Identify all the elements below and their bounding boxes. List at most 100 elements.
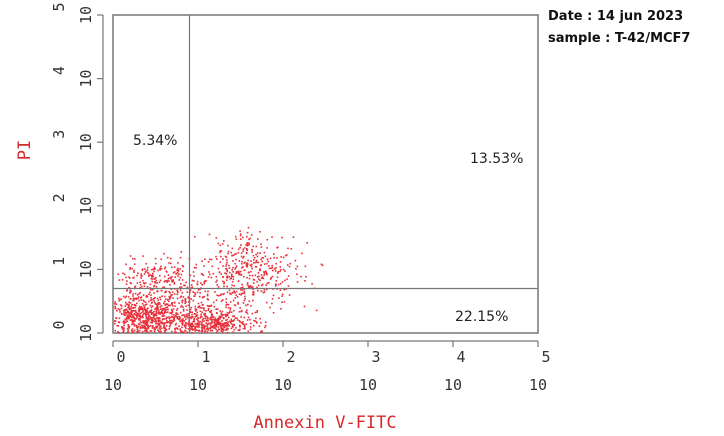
event-point <box>117 325 119 327</box>
event-point <box>210 318 213 320</box>
event-point <box>196 314 199 317</box>
event-point <box>226 275 229 277</box>
event-point <box>275 267 277 269</box>
event-point <box>256 255 259 258</box>
event-point <box>145 314 147 316</box>
event-point <box>123 329 125 331</box>
event-point <box>133 320 136 322</box>
event-point <box>226 328 229 330</box>
event-point <box>243 292 246 295</box>
event-point <box>274 285 277 287</box>
event-point <box>163 326 165 328</box>
event-point <box>125 303 128 306</box>
event-point <box>180 295 183 298</box>
event-point <box>118 331 120 334</box>
event-point <box>257 272 260 274</box>
event-point <box>151 288 154 291</box>
event-point <box>136 314 139 316</box>
event-point <box>300 275 302 278</box>
event-point <box>255 253 257 256</box>
event-point <box>150 306 153 309</box>
event-point <box>138 330 141 332</box>
event-point <box>156 309 158 311</box>
event-point <box>235 272 237 275</box>
event-point <box>168 300 170 302</box>
event-point <box>175 322 177 325</box>
event-point <box>170 322 173 324</box>
event-point <box>254 261 257 264</box>
event-point <box>189 328 192 330</box>
event-point <box>116 309 118 312</box>
event-point <box>265 271 268 274</box>
event-point <box>147 324 149 327</box>
event-point <box>186 291 189 293</box>
event-point <box>211 322 213 325</box>
event-point <box>280 308 282 310</box>
event-point <box>143 306 146 308</box>
event-point <box>179 311 182 314</box>
event-point <box>226 331 229 334</box>
event-point <box>178 315 181 318</box>
event-point <box>234 292 236 294</box>
event-point <box>269 257 272 260</box>
event-point <box>190 284 193 286</box>
event-point <box>131 323 133 326</box>
event-point <box>129 319 132 321</box>
event-point <box>244 326 246 328</box>
event-point <box>139 315 142 317</box>
x-tick-exponent: 4 <box>456 348 465 366</box>
event-point <box>185 324 187 327</box>
event-point <box>158 281 161 284</box>
event-point <box>216 331 218 333</box>
event-point <box>176 317 179 320</box>
event-point <box>217 323 219 326</box>
event-point <box>226 303 228 306</box>
event-point <box>193 313 196 315</box>
event-point <box>155 325 157 328</box>
event-point <box>143 307 146 310</box>
event-point <box>191 286 194 289</box>
event-point <box>168 325 171 328</box>
event-point <box>194 305 197 308</box>
y-tick-base: 10 <box>77 133 95 151</box>
event-point <box>238 272 241 274</box>
event-point <box>192 291 194 293</box>
event-point <box>233 285 235 287</box>
event-point <box>154 268 156 270</box>
event-point <box>138 314 140 316</box>
event-point <box>246 266 248 268</box>
event-point <box>201 331 203 333</box>
event-point <box>178 302 180 304</box>
event-point <box>157 329 159 331</box>
event-point <box>203 328 205 330</box>
event-point <box>194 330 197 332</box>
event-point <box>149 310 151 313</box>
event-point <box>135 304 137 307</box>
event-point <box>134 306 136 309</box>
event-point <box>196 318 198 320</box>
event-point <box>208 311 211 313</box>
event-point <box>127 324 130 327</box>
event-point <box>159 328 162 331</box>
event-point <box>201 324 203 326</box>
event-point <box>116 324 118 327</box>
event-point <box>177 291 179 294</box>
event-point <box>140 327 142 329</box>
event-point <box>201 296 204 299</box>
event-point <box>151 316 153 319</box>
event-point <box>225 263 228 266</box>
event-point <box>140 296 143 298</box>
event-point <box>147 266 149 269</box>
event-point <box>137 272 139 274</box>
event-point <box>185 327 187 329</box>
event-point <box>123 314 126 316</box>
event-point <box>119 311 121 313</box>
event-point <box>211 326 213 329</box>
event-point <box>160 327 163 329</box>
event-point <box>176 271 179 274</box>
event-point <box>245 252 248 255</box>
event-point <box>158 312 160 315</box>
event-point <box>166 256 169 259</box>
event-point <box>168 321 170 323</box>
event-point <box>147 272 150 275</box>
